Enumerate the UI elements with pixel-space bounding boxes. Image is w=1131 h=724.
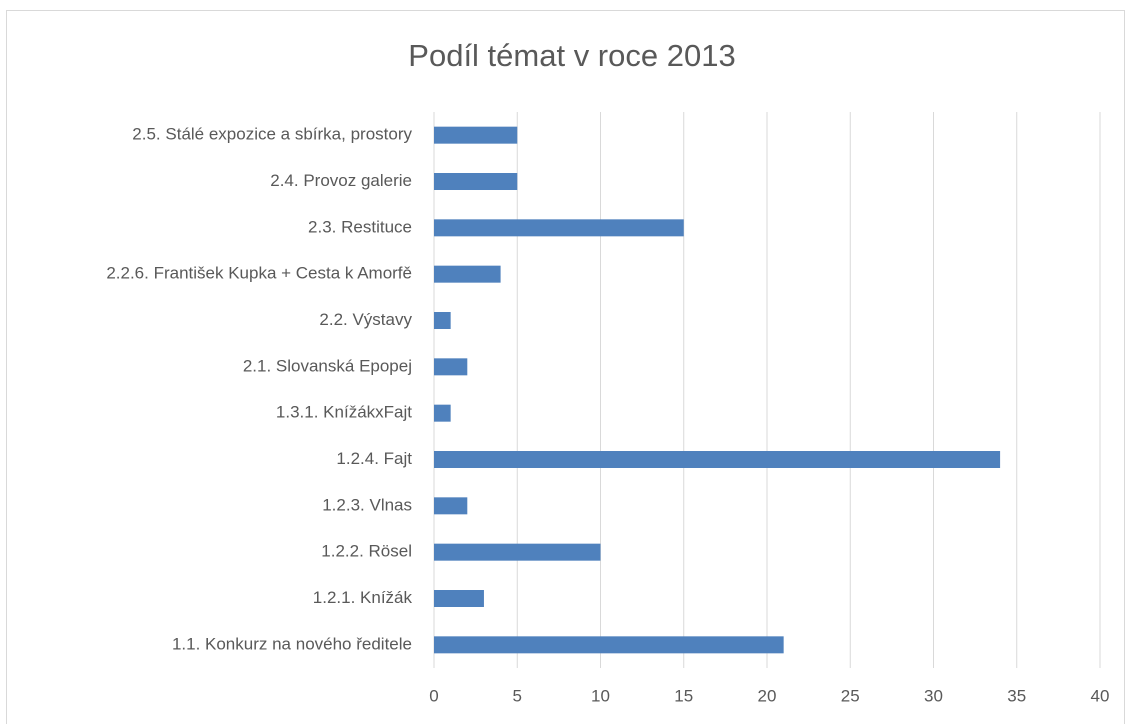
y-tick-label: 1.1. Konkurz na nového ředitele [172, 634, 412, 653]
x-tick-label: 5 [513, 686, 522, 705]
x-tick-label: 15 [674, 686, 693, 705]
bar [434, 497, 468, 515]
bar [434, 451, 1001, 468]
x-tick-label: 30 [924, 686, 943, 705]
x-tick-label: 10 [591, 686, 610, 705]
bar [434, 219, 684, 237]
bar [434, 590, 484, 607]
y-tick-label: 2.5. Stálé expozice a sbírka, prostory [132, 125, 412, 144]
bar [434, 636, 784, 654]
x-tick-label: 20 [758, 686, 777, 705]
x-tick-label: 25 [841, 686, 860, 705]
x-tick-label: 40 [1091, 686, 1110, 705]
bar [434, 404, 451, 422]
y-tick-label: 2.4. Provoz galerie [270, 171, 412, 190]
y-tick-label: 1.2.3. Vlnas [322, 495, 412, 514]
chart-frame [6, 10, 1125, 724]
bar [434, 265, 501, 283]
y-tick-label: 2.3. Restituce [308, 217, 412, 236]
y-tick-label: 2.1. Slovanská Epopej [243, 356, 412, 375]
bar [434, 312, 451, 329]
bar [434, 543, 601, 561]
y-tick-label: 2.2.6. František Kupka + Cesta k Amorfě [106, 264, 412, 283]
x-tick-label: 0 [429, 686, 438, 705]
bar [434, 126, 518, 144]
bar [434, 173, 518, 190]
x-tick-label: 35 [1007, 686, 1026, 705]
y-tick-label: 1.2.4. Fajt [336, 449, 412, 468]
chart-title: Podíl témat v roce 2013 [408, 38, 735, 73]
y-tick-label: 2.2. Výstavy [319, 310, 412, 329]
y-tick-label: 1.2.1. Knížák [313, 588, 413, 607]
bar [434, 358, 468, 376]
y-tick-label: 1.3.1. KnížákxFajt [276, 403, 412, 422]
y-tick-label: 1.2.2. Rösel [321, 542, 412, 561]
